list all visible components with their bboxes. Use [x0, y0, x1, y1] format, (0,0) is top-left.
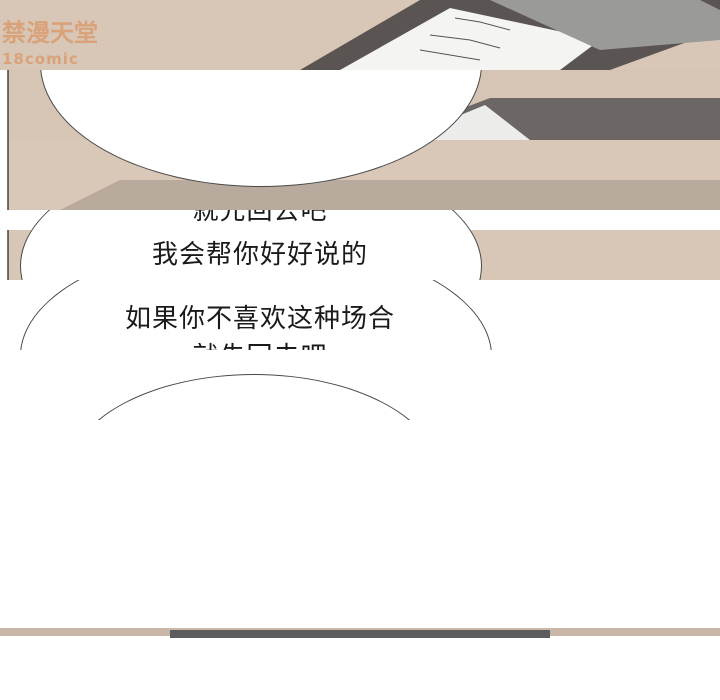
desk-illustration	[0, 0, 720, 70]
dialogue-line-clipped: 就先回去吧	[0, 336, 620, 350]
site-watermark-logo: 禁漫天堂 18comic	[2, 20, 98, 70]
panel-desk-document: 禁漫天堂 18comic	[0, 0, 720, 70]
speech-bubble-3	[68, 374, 440, 420]
speech-bubble	[20, 210, 482, 280]
dialogue-line: 我会帮你好好说的	[151, 240, 368, 270]
speech-bubble-2	[20, 280, 492, 350]
panel-desk-bubble	[0, 70, 720, 210]
bottom-illustration	[0, 628, 720, 638]
watermark-title: 禁漫天堂	[2, 19, 98, 47]
panel-speech-1: 就先回去吧 我会帮你好好说的	[0, 210, 720, 280]
dialogue-line-clipped: 就先回去吧	[192, 210, 328, 226]
dialogue-line: 如果你不喜欢这种场合	[124, 304, 395, 334]
panel-speech-2: 如果你不喜欢这种场合 就先回去吧	[0, 280, 720, 350]
panel-bottom	[0, 628, 720, 700]
panel-empty-bubble	[0, 350, 720, 420]
watermark-sub: 18comic	[2, 50, 79, 68]
